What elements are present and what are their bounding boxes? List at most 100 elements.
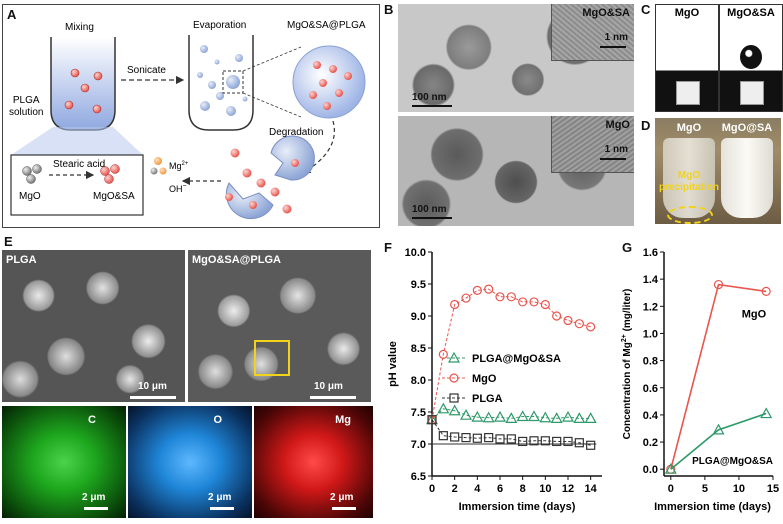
y-tick-label: 0.6 bbox=[643, 383, 658, 395]
y-tick-label: 1.6 bbox=[643, 247, 658, 259]
x-tick-label: 8 bbox=[520, 483, 526, 495]
stearic-acid-label: Stearic acid bbox=[53, 159, 106, 170]
data-point bbox=[518, 436, 528, 447]
data-point bbox=[574, 438, 584, 448]
eds-c-label: C bbox=[88, 414, 96, 426]
y-tick-label: 1.4 bbox=[643, 274, 659, 286]
data-point bbox=[472, 433, 482, 443]
data-point bbox=[438, 431, 448, 441]
data-point bbox=[495, 292, 505, 302]
data-point bbox=[540, 299, 550, 310]
degradation-label: Degradation bbox=[269, 127, 324, 138]
y-tick-label: 9.5 bbox=[411, 279, 426, 291]
y-tick-label: 9.0 bbox=[411, 311, 426, 323]
panel-g-label: G bbox=[622, 240, 633, 255]
data-point bbox=[484, 433, 494, 443]
sem-left-scale: 10 μm bbox=[138, 381, 167, 392]
x-axis-label: Immersion time (days) bbox=[459, 501, 576, 513]
x-tick-label: 2 bbox=[452, 483, 458, 495]
y-tick-label: 0.2 bbox=[643, 437, 658, 449]
y-tick-label: 0.4 bbox=[643, 410, 659, 422]
data-point bbox=[552, 436, 562, 447]
product-label: MgO&SA@PLGA bbox=[287, 20, 366, 31]
eds-mg-scale: 2 μm bbox=[330, 492, 354, 503]
vial-mgo-label: MgO bbox=[676, 122, 702, 134]
contact-angle-mgo: MgO bbox=[655, 4, 719, 112]
x-tick-label: 10 bbox=[733, 483, 745, 495]
data-point bbox=[472, 285, 482, 296]
degraded-piece-2 bbox=[225, 182, 274, 220]
y-tick-label: 10.0 bbox=[405, 247, 426, 259]
tem-bottom-label: MgO bbox=[605, 119, 630, 131]
legend-label: PLGA bbox=[472, 393, 503, 405]
x-axis-label: Immersion time (days) bbox=[654, 501, 771, 513]
evaporation-spheres bbox=[197, 45, 248, 116]
x-tick-label: 12 bbox=[562, 483, 574, 495]
panel-e-label: E bbox=[4, 234, 13, 249]
vial-mgo-sa bbox=[721, 138, 773, 218]
legend-marker bbox=[449, 393, 459, 403]
y-tick-label: 8.5 bbox=[411, 343, 426, 355]
contact-mgo-sa-label: MgO&SA bbox=[727, 7, 775, 19]
x-tick-label: 5 bbox=[702, 483, 708, 495]
data-point bbox=[505, 412, 518, 423]
contact-angle-mgo-sa: MgO&SA bbox=[719, 4, 783, 112]
oh-ion-label: OH− bbox=[169, 183, 187, 194]
y-tick-label: 1.0 bbox=[643, 328, 658, 340]
data-point bbox=[573, 412, 586, 423]
eds-c-scale: 2 μm bbox=[82, 492, 106, 503]
data-point bbox=[516, 410, 529, 422]
y-tick-label: 7.0 bbox=[411, 439, 426, 451]
data-point bbox=[484, 284, 494, 294]
degraded-piece-1 bbox=[270, 135, 315, 181]
stearic-box bbox=[10, 154, 144, 216]
data-point bbox=[461, 293, 471, 303]
data-point bbox=[506, 292, 516, 302]
data-point bbox=[518, 297, 528, 307]
y-tick-label: 8.0 bbox=[411, 375, 426, 387]
mixing-beaker bbox=[50, 37, 116, 131]
sem-plga-label: PLGA bbox=[6, 254, 37, 266]
data-point bbox=[550, 412, 563, 423]
legend-label: PLGA@MgO&SA bbox=[472, 353, 561, 365]
panel-a-label: A bbox=[7, 7, 17, 22]
data-point bbox=[427, 415, 437, 425]
legend-marker bbox=[449, 373, 459, 383]
panel-f-label: F bbox=[384, 240, 392, 255]
panel-a-schematic bbox=[10, 35, 366, 220]
plga-solution-label: PLGA solution bbox=[9, 95, 44, 118]
legend-label: MgO bbox=[472, 373, 497, 385]
series-label-plga: PLGA@MgO&SA bbox=[692, 456, 773, 467]
series-line-0 bbox=[670, 283, 767, 470]
roi-box bbox=[254, 340, 290, 376]
data-point bbox=[529, 297, 539, 307]
data-point bbox=[461, 433, 471, 443]
data-point bbox=[471, 410, 484, 422]
series-label-mgo: MgO bbox=[742, 308, 767, 320]
mgo-sa-label: MgO&SA bbox=[93, 191, 135, 202]
x-tick-label: 15 bbox=[767, 483, 779, 495]
contact-mgo-label: MgO bbox=[674, 7, 700, 19]
sem-mgo-sa-plga-label: MgO&SA@PLGA bbox=[192, 254, 281, 266]
y-tick-label: 0.8 bbox=[643, 356, 658, 368]
plga-sphere bbox=[292, 45, 366, 119]
data-point bbox=[760, 407, 773, 419]
y-tick-label: 7.5 bbox=[411, 407, 426, 419]
eds-map-c: C 2 μm bbox=[2, 406, 126, 518]
eds-map-mg: Mg 2 μm bbox=[254, 406, 373, 518]
tem-bottom-scale: 100 nm bbox=[412, 204, 447, 215]
y-axis-label: Concentration of Mg2+ (mg/liter) bbox=[621, 289, 633, 440]
panel-a: A Mixing PLGA solution Sonicate Evaporat… bbox=[2, 4, 380, 228]
water-droplet bbox=[740, 45, 762, 69]
eds-o-label: O bbox=[213, 414, 222, 426]
x-tick-label: 10 bbox=[539, 483, 551, 495]
data-point bbox=[574, 319, 584, 329]
x-tick-label: 6 bbox=[497, 483, 503, 495]
data-point bbox=[563, 436, 573, 447]
evaporation-label: Evaporation bbox=[193, 20, 247, 31]
series-line-1 bbox=[670, 412, 767, 470]
panel-b-label: B bbox=[384, 2, 394, 17]
data-point bbox=[495, 434, 505, 444]
data-point bbox=[506, 434, 516, 444]
data-point bbox=[539, 411, 552, 423]
